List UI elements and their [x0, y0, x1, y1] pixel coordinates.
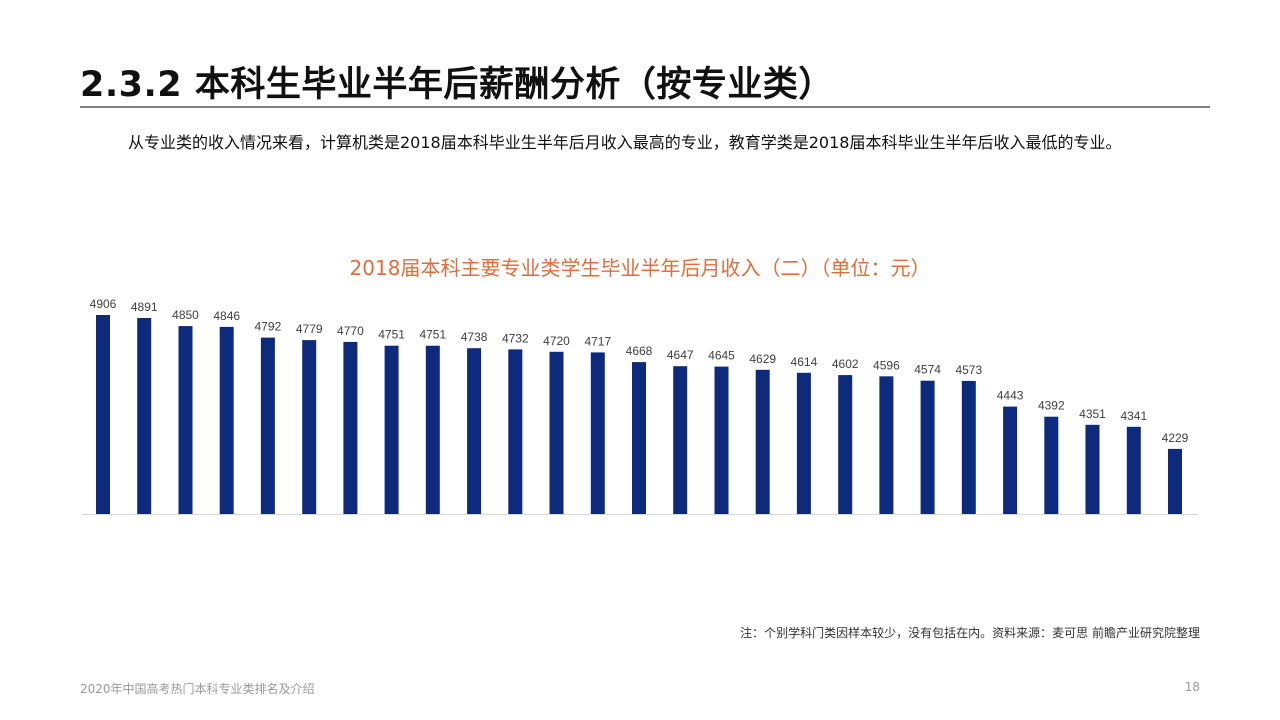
bar-value-label-17: 4629 [749, 352, 776, 366]
bar-value-label-26: 4341 [1120, 409, 1147, 423]
bar-value-label-15: 4647 [667, 348, 694, 362]
bar-4 [219, 326, 234, 514]
bar-value-label-24: 4392 [1038, 399, 1065, 413]
bar-value-label-8: 4751 [378, 328, 405, 342]
bar-value-label-19: 4602 [832, 357, 859, 371]
bar-value-label-5: 4792 [255, 320, 282, 334]
bar-27 [1168, 448, 1182, 514]
chart-title: 2018届本科主要专业类学生毕业半年后月收入（二）（单位：元） [349, 256, 931, 280]
title-divider [80, 106, 1210, 108]
bar-9 [425, 345, 440, 514]
bar-21 [920, 380, 935, 514]
bar-value-label-12: 4720 [543, 334, 570, 348]
bar-18 [796, 372, 811, 514]
bar-2 [137, 318, 152, 514]
bar-8 [384, 345, 399, 514]
bar-16 [714, 366, 729, 514]
bar-22 [961, 380, 976, 514]
bar-15 [673, 366, 688, 514]
bar-value-label-27: 4229 [1162, 431, 1189, 445]
bar-value-label-10: 4738 [461, 330, 488, 344]
bar-value-label-20: 4596 [873, 358, 900, 372]
page-number: 18 [1184, 680, 1200, 694]
footer-report-title: 2020年中国高考热门本科专业类排名及介绍 [80, 682, 315, 696]
bar-value-label-3: 4850 [172, 308, 199, 322]
bar-1 [96, 315, 110, 514]
bar-value-label-13: 4717 [584, 334, 611, 348]
bar-value-label-7: 4770 [337, 324, 364, 338]
source-note: 注：个别学科门类因样本较少，没有包括在内。资料来源：麦可思 前瞻产业研究院整理 [740, 626, 1200, 640]
bar-value-label-9: 4751 [419, 328, 446, 342]
bar-19 [838, 375, 853, 514]
bar-value-label-25: 4351 [1079, 407, 1106, 421]
bar-20 [879, 376, 894, 514]
bar-25 [1085, 424, 1100, 514]
bar-value-label-14: 4668 [626, 344, 653, 358]
bar-value-label-16: 4645 [708, 349, 735, 363]
bar-value-label-21: 4574 [914, 363, 941, 377]
bar-11 [508, 349, 523, 514]
bar-value-label-11: 4732 [502, 331, 529, 345]
bar-10 [467, 348, 482, 514]
bar-12 [549, 351, 564, 514]
bar-value-label-23: 4443 [997, 389, 1024, 403]
bar-5 [260, 337, 275, 514]
bar-23 [1003, 406, 1018, 514]
bar-14 [632, 362, 646, 514]
bar-value-label-1: 4906 [90, 297, 117, 311]
bar-17 [755, 369, 770, 514]
bar-6 [302, 340, 317, 514]
bar-value-label-6: 4779 [296, 322, 323, 336]
bar-7 [343, 341, 358, 514]
bar-value-label-4: 4846 [213, 309, 240, 323]
bar-value-label-18: 4614 [791, 355, 818, 369]
bar-value-label-2: 4891 [131, 300, 158, 314]
bar-26 [1126, 426, 1141, 514]
intro-paragraph: 从专业类的收入情况来看，计算机类是2018届本科毕业生半年后月收入最高的专业，教… [128, 133, 1122, 152]
bar-13 [590, 352, 605, 514]
page-title: 2.3.2 本科生毕业半年后薪酬分析（按专业类） [80, 65, 834, 105]
bar-value-label-22: 4573 [955, 363, 982, 377]
bar-24 [1044, 416, 1059, 514]
bar-3 [178, 326, 193, 514]
